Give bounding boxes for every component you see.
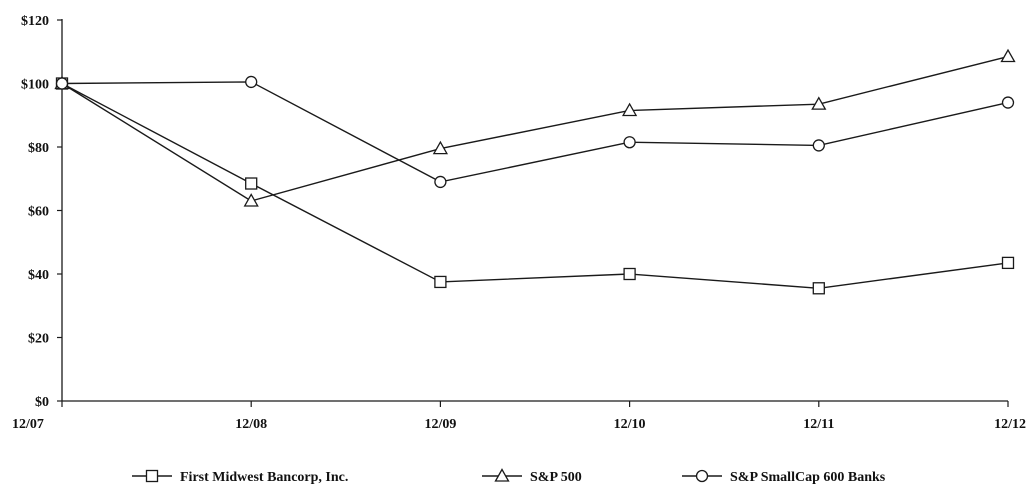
data-point-square xyxy=(812,282,825,295)
x-tick-label: 12/09 xyxy=(424,417,456,432)
data-point-square xyxy=(434,275,447,289)
legend-item-s-p-smallcap-600-banks: S&P SmallCap 600 Banks xyxy=(682,469,886,485)
legend-marker-square xyxy=(145,469,159,483)
x-tick-label: 12/08 xyxy=(235,417,267,432)
data-point-circle xyxy=(623,136,636,149)
data-point-circle xyxy=(55,77,69,90)
legend-item-s-p-500: S&P 500 xyxy=(482,468,582,485)
legend-label: First Midwest Bancorp, Inc. xyxy=(180,470,348,485)
x-tick-label: 12/10 xyxy=(614,417,646,432)
data-point-triangle xyxy=(1000,48,1016,63)
x-tick-label: 12/12 xyxy=(994,417,1026,432)
x-tick-label: 12/11 xyxy=(803,417,834,432)
data-point-circle xyxy=(434,175,447,189)
legend-label: S&P SmallCap 600 Banks xyxy=(730,470,886,485)
legend-label: S&P 500 xyxy=(530,470,582,485)
data-point-square xyxy=(1001,256,1015,270)
axes: $0 $20 $40 $60 $80 $100 $120 12/07 12/08 12/09 12/… xyxy=(12,14,1026,432)
data-point-square xyxy=(245,177,258,190)
x-tick-label: 12/07 xyxy=(12,417,44,432)
data-point-circle xyxy=(1001,96,1015,109)
y-tick-label: $60 xyxy=(28,205,49,220)
series-first-midwest-bancorp-inc xyxy=(55,77,1015,295)
data-point-square xyxy=(623,267,636,281)
data-point-circle xyxy=(812,139,825,152)
y-tick-label: $100 xyxy=(21,78,49,93)
data-point-triangle xyxy=(621,102,638,117)
series-lines xyxy=(54,48,1016,295)
data-point-triangle xyxy=(243,193,259,207)
y-tick-label: $20 xyxy=(28,332,49,347)
data-point-circle xyxy=(245,75,258,89)
legend: First Midwest Bancorp, Inc. S&P 500 S&P Sm… xyxy=(132,468,886,485)
series-line xyxy=(61,55,1009,202)
series-line xyxy=(61,81,1009,183)
data-point-triangle xyxy=(811,96,827,110)
legend-marker-triangle xyxy=(494,468,510,482)
series-s-p-500 xyxy=(54,48,1016,207)
y-tick-label: $80 xyxy=(28,141,49,156)
y-tick-label: $120 xyxy=(21,14,49,29)
data-point-triangle xyxy=(432,140,449,155)
legend-item-first-midwest-bancorp-inc: First Midwest Bancorp, Inc. xyxy=(132,469,348,485)
y-tick-label: $0 xyxy=(35,395,49,410)
legend-marker-circle xyxy=(695,469,709,483)
y-tick-label: $40 xyxy=(28,268,49,283)
series-s-p-smallcap-600-banks xyxy=(55,75,1015,189)
series-line xyxy=(61,82,1009,289)
